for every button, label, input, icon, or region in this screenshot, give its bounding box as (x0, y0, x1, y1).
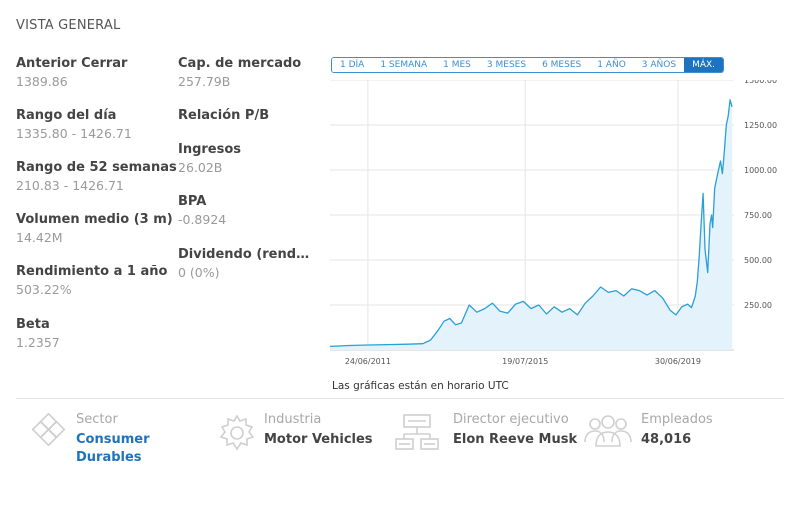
stat-1-year-return: Rendimiento a 1 año 503.22% (16, 264, 167, 297)
stat-label: Rango del día (16, 108, 117, 123)
range-button-1-day[interactable]: 1 DÍA (332, 58, 373, 72)
stat-value: 1335.80 - 1426.71 (16, 126, 132, 141)
x-tick-label: 19/07/2015 (502, 357, 548, 366)
stat-beta: Beta 1.2357 (16, 317, 60, 350)
stat-value: 210.83 - 1426.71 (16, 178, 124, 193)
stat-label: Relación P/B (178, 108, 270, 123)
stat-dividend: Dividendo (rendimiento) 0 (0%) (178, 247, 313, 280)
info-value: 48,016 (641, 432, 692, 447)
x-tick-label: 30/06/2019 (655, 357, 701, 366)
chart-timezone-note: Las gráficas están en horario UTC (332, 380, 509, 392)
stat-value: 1389.86 (16, 74, 68, 89)
y-tick-label: 750.00 (744, 211, 772, 220)
range-button-1-week[interactable]: 1 SEMANA (372, 58, 436, 72)
stat-avg-volume: Volumen medio (3 m) 14.42M (16, 212, 173, 245)
stat-label: Rango de 52 semanas (16, 160, 177, 175)
gear-icon (219, 414, 255, 451)
info-ceo: Director ejecutivo Elon Reeve Musk (453, 412, 577, 449)
divider (16, 398, 784, 399)
stat-52-week-range: Rango de 52 semanas 210.83 - 1426.71 (16, 160, 177, 193)
range-button-1-year[interactable]: 1 AÑO (589, 58, 634, 72)
stat-value: -0.8924 (178, 212, 227, 227)
x-tick-label: 24/06/2011 (345, 357, 391, 366)
info-label: Empleados (641, 412, 713, 427)
range-button-3-months[interactable]: 3 MESES (478, 58, 535, 72)
range-button-3-years[interactable]: 3 AÑOS (633, 58, 685, 72)
y-tick-label: 1250.00 (744, 121, 777, 130)
stat-previous-close: Anterior Cerrar 1389.86 (16, 56, 127, 89)
info-label: Director ejecutivo (453, 412, 569, 427)
info-label: Sector (76, 412, 118, 427)
stat-value: 503.22% (16, 282, 72, 297)
stat-pb-ratio: Relación P/B (178, 108, 269, 126)
info-sector: Sector Consumer Durables (76, 412, 156, 467)
org-chart-icon (395, 414, 439, 450)
sector-link[interactable]: Consumer Durables (76, 432, 150, 465)
stat-value: 257.79B (178, 74, 231, 89)
stat-value: 1.2357 (16, 335, 60, 350)
stat-label: Volumen medio (3 m) (16, 212, 173, 227)
time-range-selector: 1 DÍA 1 SEMANA 1 MES 3 MESES 6 MESES 1 A… (331, 57, 725, 73)
price-chart[interactable]: 250.00 500.00 750.00 1000.00 1250.00 1500.00 2… (330, 80, 790, 376)
y-tick-label: 1000.00 (744, 166, 777, 175)
y-tick-label: 250.00 (744, 301, 772, 310)
info-label: Industria (264, 412, 322, 427)
range-button-1-month[interactable]: 1 MES (435, 58, 479, 72)
price-line (330, 99, 733, 348)
stat-label: Ingresos (178, 142, 242, 157)
range-button-max[interactable]: MÁX. (684, 58, 724, 72)
stat-label: Dividendo (rendimiento) (178, 247, 313, 262)
stat-value: 26.02B (178, 160, 223, 175)
price-area (330, 99, 733, 350)
info-value: Motor Vehicles (264, 432, 373, 447)
stat-label: Cap. de mercado (178, 56, 302, 71)
stat-value: 14.42M (16, 230, 63, 245)
diamond-grid-icon (31, 412, 66, 447)
stat-label: BPA (178, 194, 207, 209)
stat-value: 0 (0%) (178, 265, 220, 280)
stat-label: Anterior Cerrar (16, 56, 128, 71)
stat-label: Rendimiento a 1 año (16, 264, 168, 279)
stat-market-cap: Cap. de mercado 257.79B (178, 56, 301, 89)
stat-eps: BPA -0.8924 (178, 194, 226, 227)
range-button-6-months[interactable]: 6 MESES (534, 58, 590, 72)
stat-day-range: Rango del día 1335.80 - 1426.71 (16, 108, 132, 141)
people-icon (584, 415, 632, 447)
stat-revenue: Ingresos 26.02B (178, 142, 241, 175)
section-title: VISTA GENERAL (16, 18, 121, 33)
info-industry: Industria Motor Vehicles (264, 412, 373, 449)
info-employees: Empleados 48,016 (641, 412, 713, 449)
stat-label: Beta (16, 317, 50, 332)
info-value: Elon Reeve Musk (453, 432, 578, 447)
y-tick-label: 500.00 (744, 256, 772, 265)
y-tick-label: 1500.00 (744, 80, 777, 85)
